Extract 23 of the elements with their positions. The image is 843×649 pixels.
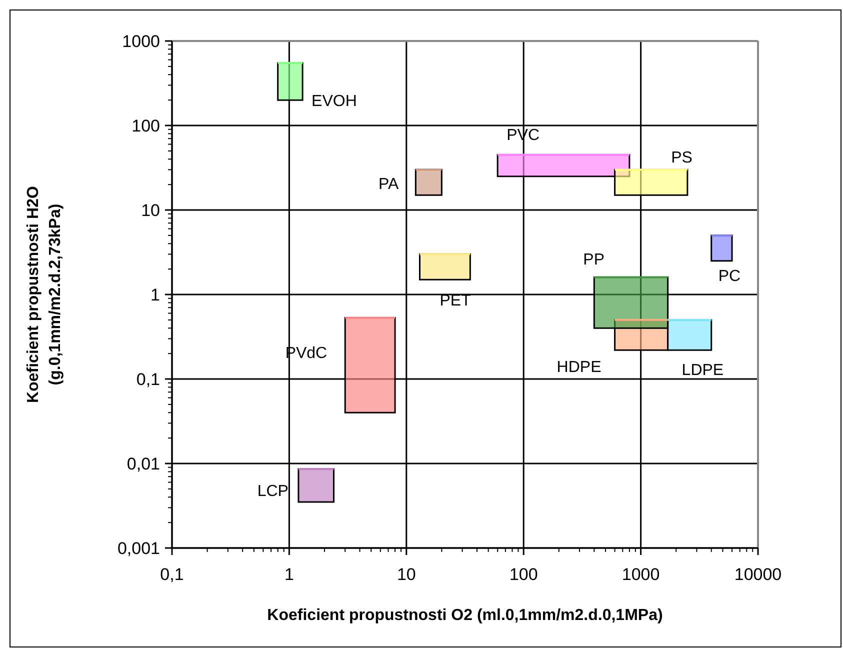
x-tick-label: 10 [396, 565, 416, 584]
series-label: EVOH [312, 93, 357, 110]
text: HDPE [556, 359, 602, 376]
x-axis-title: Koeficient propustnosti O2 (ml.0,1mm/m2.d.0,1MPa) [267, 607, 663, 624]
x-tick-label: 100 [509, 565, 538, 584]
y-tick-label: 100 [132, 116, 160, 136]
x-tick-label: 10000 [734, 565, 782, 584]
y-axis-title: Koeficient propustnosti H2O (g.0,1mm/m2.d.2,73kPa) [25, 186, 64, 403]
series-label: PS [671, 150, 692, 167]
y-tick-label: 10 [141, 200, 160, 220]
y-tick-label: 0,001 [117, 538, 160, 558]
y-tick-label: 1000 [122, 32, 160, 51]
series-label: LCP [257, 483, 288, 500]
text: PC [718, 268, 741, 285]
text: LDPE [682, 362, 724, 380]
y-tick-label: 1 [150, 285, 160, 304]
x-tick-label: 0,1 [160, 565, 184, 584]
series-label: PA [378, 176, 400, 194]
x-tick-label: 1000 [622, 565, 660, 584]
x-tick-label: 1 [284, 565, 294, 584]
y-tick-label: 0,01 [126, 454, 160, 474]
series-label: PP [583, 251, 605, 268]
y-tick-label: 0,1 [136, 370, 160, 389]
